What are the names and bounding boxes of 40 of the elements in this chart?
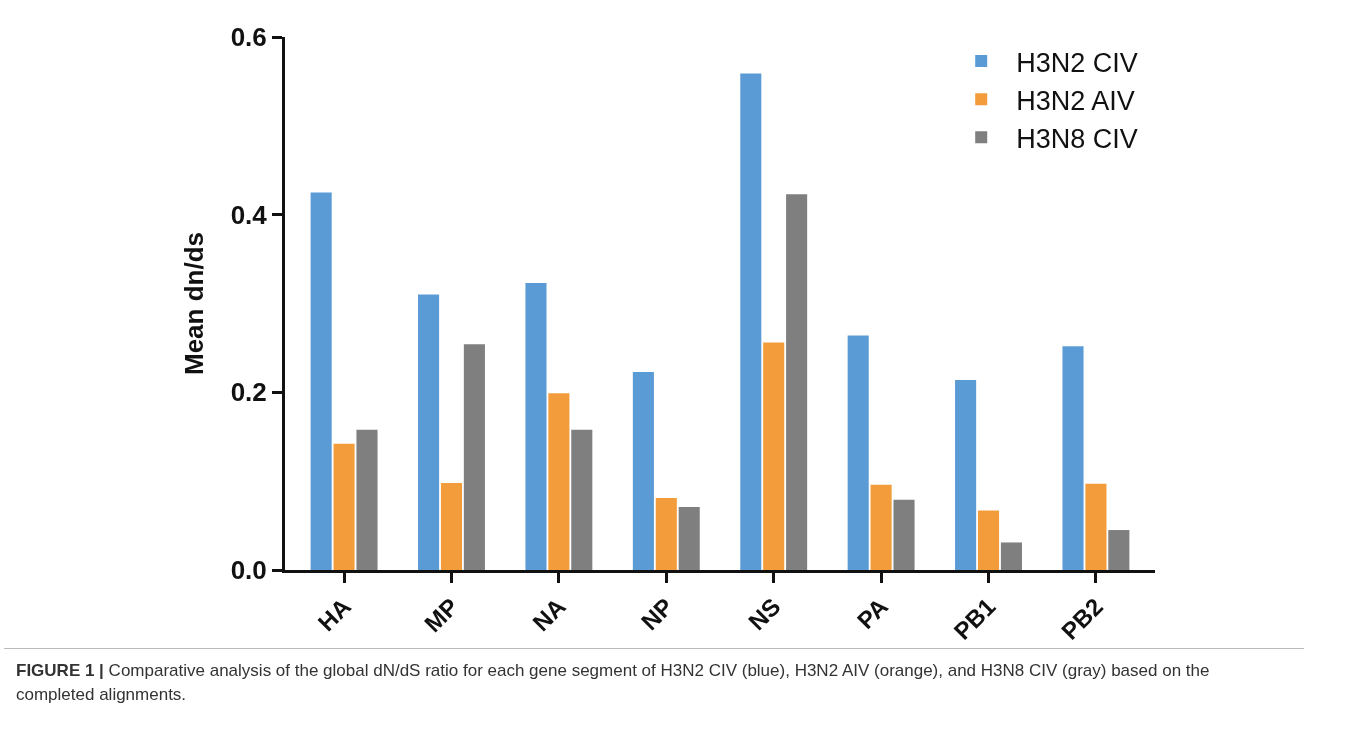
y-tick-label: 0.6 (230, 22, 267, 53)
x-tick-label: NA (527, 592, 571, 637)
bar (632, 371, 654, 570)
x-tick-label: PA (851, 592, 894, 635)
legend-label: H3N2 CIV (1016, 47, 1138, 78)
y-tick-label: 0.2 (230, 377, 267, 408)
bar (1000, 542, 1022, 570)
x-tick-label: HA (312, 592, 357, 637)
bar (740, 73, 762, 570)
bar (1085, 483, 1107, 570)
bar (786, 194, 808, 570)
x-tick-label: NS (743, 592, 786, 636)
legend-label: H3N8 CIV (1016, 123, 1138, 154)
x-tick-label: MP (418, 592, 464, 638)
bar (763, 342, 785, 570)
bar (310, 192, 332, 570)
bar (548, 393, 570, 570)
bar (440, 482, 463, 570)
bar (525, 283, 547, 570)
bar (655, 498, 677, 570)
text: FIGURE 1 | Comparative analysis of the global dN/dS ratio for each gene segment of H3N2 CIV (blue), H3N2 AIV (orange), and H3N8 CIV (gray) based on the completed alignments. (16, 660, 1211, 706)
bar (847, 335, 869, 570)
bar (356, 429, 378, 570)
y-tick-label: 0.4 (230, 199, 268, 230)
y-axis-title: Mean dn/ds (179, 231, 210, 376)
bar (977, 510, 1000, 570)
y-tick-label: 0.0 (230, 555, 267, 586)
bar (571, 429, 593, 570)
bar (1108, 530, 1130, 570)
bar (333, 443, 355, 570)
bar (678, 506, 700, 570)
bar (1062, 346, 1084, 570)
legend-label: H3N2 AIV (1016, 85, 1135, 116)
bar (870, 484, 892, 570)
x-tick-label: NP (635, 592, 679, 636)
bar (463, 344, 485, 570)
bar (955, 379, 977, 570)
bar (893, 499, 915, 570)
bar (418, 294, 440, 570)
x-tick-label: PB1 (948, 592, 1001, 645)
